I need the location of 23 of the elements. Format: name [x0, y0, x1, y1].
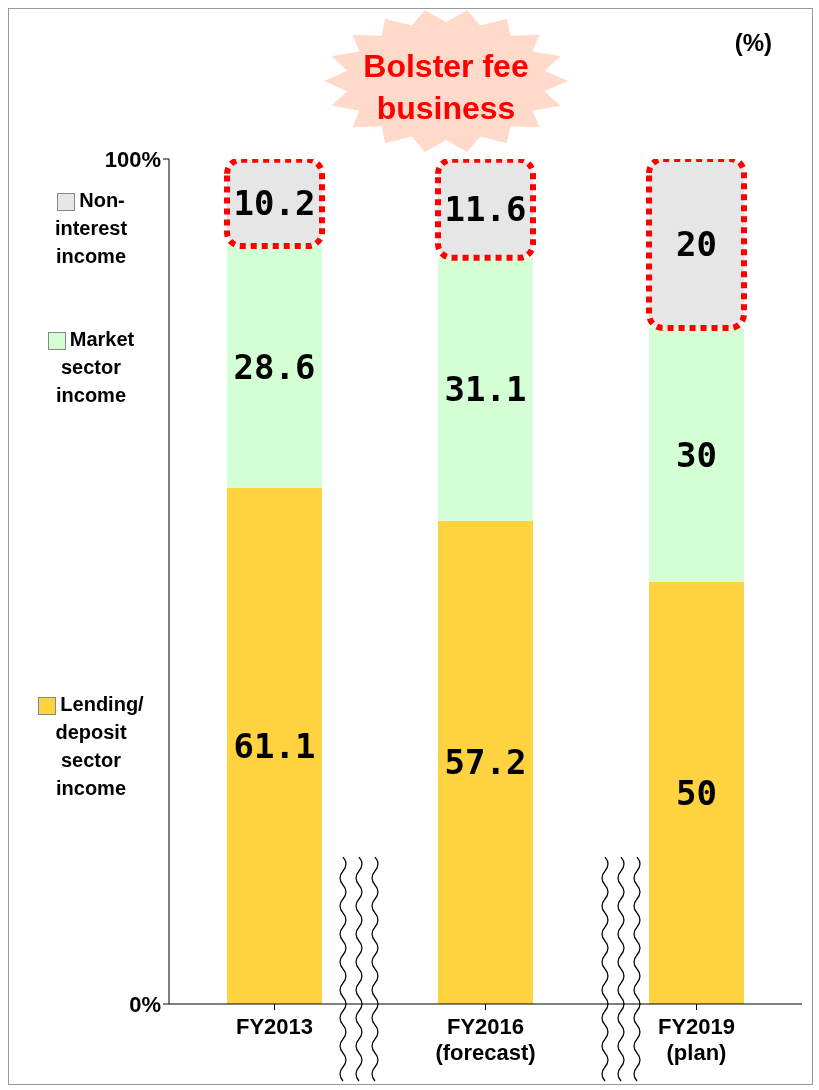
- bar: [649, 328, 744, 582]
- legend-label: Lending/ deposit sector income: [54, 691, 145, 801]
- data-label: 10.2: [233, 183, 316, 224]
- data-label: 11.6: [444, 188, 527, 229]
- legend-label: Market sector income: [55, 326, 136, 408]
- data-label: 30: [676, 434, 717, 475]
- text: Bolster fee business: [362, 47, 530, 128]
- bar: [227, 487, 322, 1004]
- y-tick-label: 100%: [104, 146, 161, 172]
- x-tick-label: FY2013: [235, 1014, 314, 1039]
- data-label: 57.2: [444, 742, 527, 783]
- data-label: 28.6: [233, 346, 316, 387]
- y-tick-label: 0%: [129, 991, 161, 1017]
- y-axis-title: (%): [734, 29, 772, 57]
- bar: [649, 581, 744, 1004]
- data-label: 31.1: [444, 369, 527, 410]
- x-tick-label: FY2016 (forecast): [435, 1014, 536, 1065]
- data-label: 61.1: [233, 725, 316, 766]
- legend-label: Non- interest income: [53, 187, 129, 269]
- data-label: 50: [676, 772, 717, 813]
- x-tick-label: FY2019 (plan): [657, 1014, 736, 1065]
- data-label: 20: [676, 223, 717, 264]
- bar: [438, 520, 533, 1004]
